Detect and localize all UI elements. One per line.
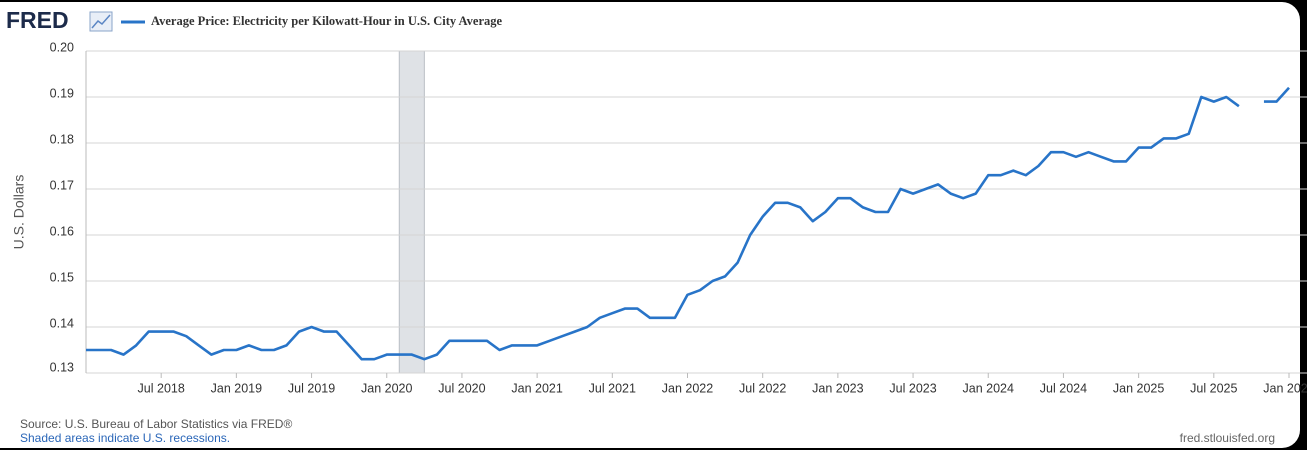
y-tick-label: 0.19 (50, 86, 74, 100)
y-tick-label: 0.15 (50, 270, 74, 284)
x-tick-label: Jan 2023 (812, 381, 863, 395)
logo: FRED (6, 7, 69, 33)
y-tick-label: 0.16 (50, 224, 74, 238)
site: fred.stlouisfed.org (1180, 431, 1275, 445)
data-line (86, 86, 1290, 361)
y-tick-label: 0.14 (50, 316, 74, 330)
x-tick-label: Jul 2023 (889, 381, 936, 395)
x-tick-label: Jan 2026 (1263, 381, 1307, 395)
legend-label: Average Price: Electricity per Kilowatt-… (151, 14, 503, 28)
recession-band (398, 50, 425, 374)
y-tick-label: 0.18 (50, 132, 74, 146)
logo-icon (89, 11, 113, 32)
x-tick-label: Jul 2021 (589, 381, 636, 395)
x-tick-label: Jul 2020 (438, 381, 485, 395)
y-tick-label: 0.17 (50, 178, 74, 192)
x-tick-label: Jul 2018 (138, 381, 185, 395)
x-tick-label: Jan 2021 (511, 381, 562, 395)
source: Source: U.S. Bureau of Labor Statistics … (20, 417, 292, 431)
recession-note: Shaded areas indicate U.S. recessions. (20, 431, 230, 445)
x-tick-label: Jan 2022 (662, 381, 713, 395)
x-tick-label: Jan 2024 (963, 381, 1014, 395)
x-tick-label: Jul 2022 (739, 381, 786, 395)
x-tick-label: Jan 2020 (361, 381, 412, 395)
y-axis-label: U.S. Dollars (11, 175, 27, 250)
x-tick-label: Jul 2025 (1190, 381, 1237, 395)
y-tick-label: 0.20 (50, 40, 74, 54)
x-tick-label: Jan 2019 (211, 381, 262, 395)
x-tick-label: Jul 2024 (1040, 381, 1087, 395)
x-tick-label: Jul 2019 (288, 381, 335, 395)
x-tick-label: Jan 2025 (1113, 381, 1164, 395)
y-tick-label: 0.13 (50, 360, 74, 374)
